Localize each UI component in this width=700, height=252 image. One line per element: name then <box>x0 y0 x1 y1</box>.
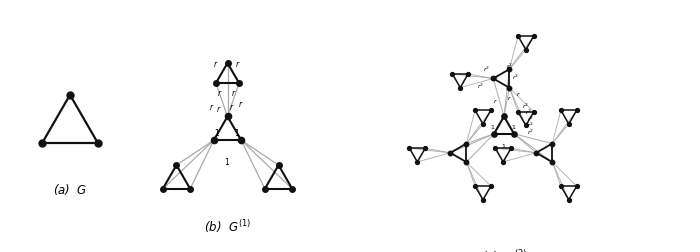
Text: $r^2$: $r^2$ <box>527 114 534 123</box>
Text: $r^2$: $r^2$ <box>505 61 513 71</box>
Text: $1$: $1$ <box>214 126 220 137</box>
Text: $r^2$: $r^2$ <box>522 101 529 110</box>
Text: $r$: $r$ <box>493 97 498 105</box>
Text: $1$: $1$ <box>234 126 239 137</box>
Text: $r$: $r$ <box>216 104 221 114</box>
Text: $r^2$: $r^2$ <box>527 127 534 136</box>
Text: $r$: $r$ <box>239 99 244 109</box>
Text: $r^2$: $r^2$ <box>491 75 499 84</box>
Text: $r$: $r$ <box>209 101 214 111</box>
Text: $r$: $r$ <box>214 59 219 69</box>
Text: $r^2$: $r^2$ <box>527 121 534 130</box>
Text: $1$: $1$ <box>491 123 496 131</box>
Text: $r$: $r$ <box>234 59 240 69</box>
Text: (b)  $G^{(1)}$: (b) $G^{(1)}$ <box>204 217 251 234</box>
Text: $r$: $r$ <box>516 90 521 98</box>
Text: $1$: $1$ <box>225 156 230 167</box>
Text: $r$: $r$ <box>231 88 237 98</box>
Text: $1$: $1$ <box>501 142 507 150</box>
Text: (a)  $G$: (a) $G$ <box>52 181 88 196</box>
Text: $r^2$: $r^2$ <box>477 81 484 90</box>
Text: (c)  $G^{(2)}$: (c) $G^{(2)}$ <box>481 247 527 252</box>
Text: $r$: $r$ <box>217 88 223 98</box>
Text: $r$: $r$ <box>229 101 234 111</box>
Text: $r$: $r$ <box>508 93 512 101</box>
Text: $1$: $1$ <box>510 123 516 131</box>
Text: $r^2$: $r^2$ <box>526 107 533 117</box>
Text: $r^2$: $r^2$ <box>512 73 519 82</box>
Text: $r^2$: $r^2$ <box>484 65 491 74</box>
